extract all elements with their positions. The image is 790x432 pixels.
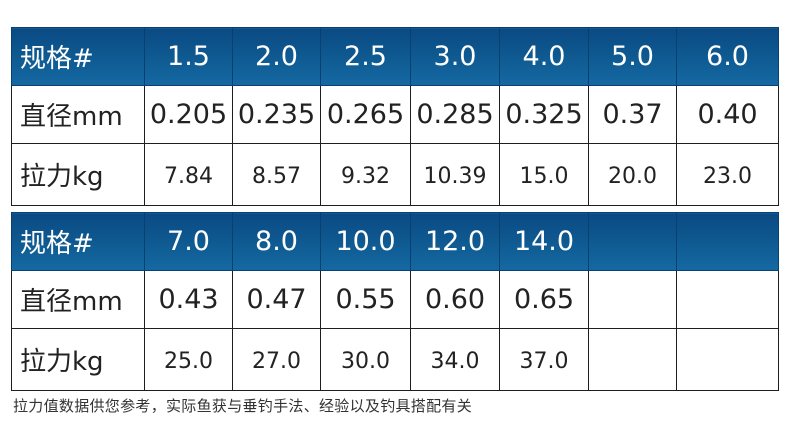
diameter-cell: 0.285 [410, 85, 500, 144]
spec-cell-empty [588, 212, 677, 271]
tension-cell: 37.0 [499, 328, 589, 391]
spec-cell: 4.0 [499, 27, 589, 86]
diameter-cell: 0.37 [588, 85, 677, 144]
diameter-cell: 0.60 [410, 270, 500, 329]
spec-cell-empty [676, 212, 779, 271]
spec-cell: 1.5 [144, 27, 233, 86]
spec-cell: 14.0 [499, 212, 589, 271]
spec-cell: 6.0 [676, 27, 779, 86]
tension-cell: 15.0 [499, 143, 589, 206]
spec-header-row: 规格# 7.0 8.0 10.0 12.0 14.0 [11, 212, 779, 271]
diameter-cell: 0.55 [320, 270, 411, 329]
diameter-row: 直径mm 0.205 0.235 0.265 0.285 0.325 0.37 … [11, 85, 779, 144]
diameter-cell: 0.43 [144, 270, 233, 329]
diameter-cell-empty [676, 270, 779, 329]
diameter-cell: 0.205 [144, 85, 233, 144]
spec-row-label: 规格# [11, 27, 145, 86]
spec-cell: 10.0 [320, 212, 411, 271]
tension-cell: 27.0 [232, 328, 321, 391]
tension-row: 拉力kg 25.0 27.0 30.0 34.0 37.0 [11, 328, 779, 391]
tension-row-label: 拉力kg [11, 328, 145, 391]
spec-header-row: 规格# 1.5 2.0 2.5 3.0 4.0 5.0 6.0 [11, 27, 779, 86]
diameter-row-label: 直径mm [11, 270, 145, 329]
tension-cell-empty [676, 328, 779, 391]
tension-cell: 30.0 [320, 328, 411, 391]
tension-row: 拉力kg 7.84 8.57 9.32 10.39 15.0 20.0 23.0 [11, 143, 779, 206]
diameter-cell-empty [588, 270, 677, 329]
diameter-cell: 0.47 [232, 270, 321, 329]
spec-cell: 12.0 [410, 212, 500, 271]
disclaimer-note: 拉力值数据供您参考，实际鱼获与垂钓手法、经验以及钓具搭配有关 [13, 397, 473, 415]
diameter-cell: 0.265 [320, 85, 411, 144]
tension-cell: 20.0 [588, 143, 677, 206]
spec-table-2: 规格# 7.0 8.0 10.0 12.0 14.0 直径mm 0.43 0.4… [11, 212, 779, 391]
spec-cell: 5.0 [588, 27, 677, 86]
diameter-cell: 0.235 [232, 85, 321, 144]
diameter-row-label: 直径mm [11, 85, 145, 144]
spec-table-1: 规格# 1.5 2.0 2.5 3.0 4.0 5.0 6.0 直径mm 0.2… [11, 27, 779, 206]
diameter-cell: 0.325 [499, 85, 589, 144]
spec-cell: 3.0 [410, 27, 500, 86]
tension-cell: 34.0 [410, 328, 500, 391]
spec-cell: 8.0 [232, 212, 321, 271]
tension-row-label: 拉力kg [11, 143, 145, 206]
spec-cell: 2.0 [232, 27, 321, 86]
tension-cell: 9.32 [320, 143, 411, 206]
tension-cell: 23.0 [676, 143, 779, 206]
spec-row-label: 规格# [11, 212, 145, 271]
tension-cell: 8.57 [232, 143, 321, 206]
diameter-row: 直径mm 0.43 0.47 0.55 0.60 0.65 [11, 270, 779, 329]
tension-cell: 10.39 [410, 143, 500, 206]
diameter-cell: 0.65 [499, 270, 589, 329]
diameter-cell: 0.40 [676, 85, 779, 144]
tension-cell: 25.0 [144, 328, 233, 391]
spec-cell: 2.5 [320, 27, 411, 86]
tension-cell-empty [588, 328, 677, 391]
spec-cell: 7.0 [144, 212, 233, 271]
tension-cell: 7.84 [144, 143, 233, 206]
